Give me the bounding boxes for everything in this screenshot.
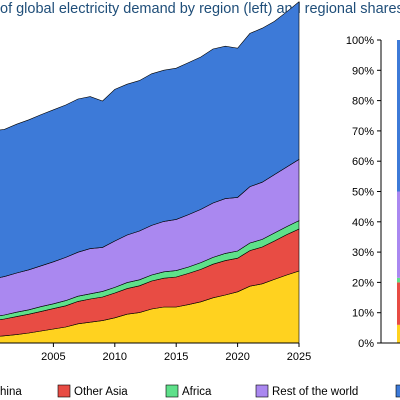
left-x-tick-label: 2020 (225, 351, 249, 363)
share-band (397, 324, 400, 343)
right-y-tick-label: 50% (352, 187, 374, 199)
right-y-tick-label: 80% (352, 96, 374, 108)
share-band (397, 40, 400, 192)
legend-swatch-advanced-economies (395, 384, 400, 398)
legend-swatch-rest-of-the-world (255, 384, 269, 398)
share-band (397, 191, 400, 278)
right-y-tick-label: 10% (352, 308, 374, 320)
legend-label-other-asia: Other Asia (74, 386, 128, 398)
chart-title: of global electricity demand by region (… (0, 1, 400, 17)
share-band (397, 277, 400, 283)
left-demand-chart: 020052010201520202025 (0, 1, 311, 363)
area-advanced-economies (0, 1, 300, 278)
right-y-tick-label: 0% (358, 338, 374, 350)
right-shares-chart: 0% 10% 20% 30% 40% 50% 60% 70% 80% 90% 100% (346, 35, 400, 350)
legend: hina Other Asia Africa Rest of the world (0, 384, 400, 398)
right-y-tick-label: 100% (346, 35, 374, 47)
left-x-tick-label: 2010 (103, 351, 127, 363)
right-y-tick-label: 40% (352, 217, 374, 229)
right-y-tick-label: 70% (352, 126, 374, 138)
share-band (397, 282, 400, 325)
legend-label-rest-of-the-world: Rest of the world (272, 386, 358, 398)
right-y-tick-label: 60% (352, 156, 374, 168)
right-y-tick-label: 30% (352, 247, 374, 259)
left-x-tick-label: 2005 (41, 351, 65, 363)
legend-swatch-other-asia (57, 384, 71, 398)
left-x-tick-label: 2025 (287, 351, 311, 363)
legend-label-africa: Africa (182, 386, 212, 398)
left-x-tick-label: 2015 (164, 351, 188, 363)
right-y-tick-label: 20% (352, 277, 374, 289)
legend-swatch-africa (165, 384, 179, 398)
legend-label-china: hina (0, 386, 22, 398)
right-y-tick-label: 90% (352, 65, 374, 77)
